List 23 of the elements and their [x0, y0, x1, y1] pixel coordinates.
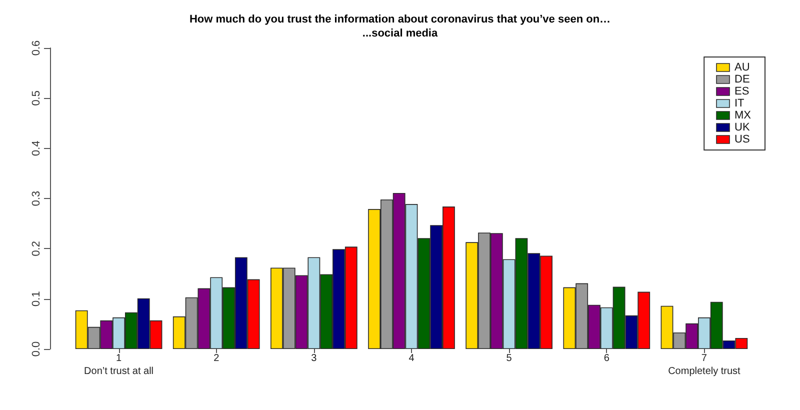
x-tick-label: 4 [408, 353, 415, 364]
y-tick-label: 0.0 [30, 341, 42, 357]
x-tick-label: 7 Completely trust [668, 353, 741, 377]
legend-label: DE [734, 74, 750, 86]
legend-label: US [734, 134, 750, 146]
x-tick-label: 1 Don’t trust at all [84, 353, 154, 377]
y-tick-label: 0.6 [30, 40, 42, 56]
x-tick-label: 3 [311, 353, 318, 364]
y-tick-label: 0.3 [30, 190, 42, 206]
y-tick-label: 0.5 [30, 90, 42, 106]
legend-label: IT [734, 98, 745, 110]
y-tick-label: 0.4 [30, 140, 42, 156]
chart-title: How much do you trust the information about coronavirus that you’ve seen on… [189, 14, 611, 26]
x-tick-label: 2 [214, 353, 220, 364]
legend-label: AU [734, 62, 750, 74]
legend-label: UK [734, 122, 750, 134]
x-tick-label: 5 [506, 353, 512, 364]
y-tick-label: 0.1 [30, 291, 42, 306]
y-tick-label: 0.2 [30, 241, 42, 256]
legend-label: ES [734, 86, 750, 98]
x-tick-label: 6 [604, 353, 610, 364]
legend-label: MX [734, 110, 752, 122]
chart-subtitle: ...social media [362, 28, 438, 40]
